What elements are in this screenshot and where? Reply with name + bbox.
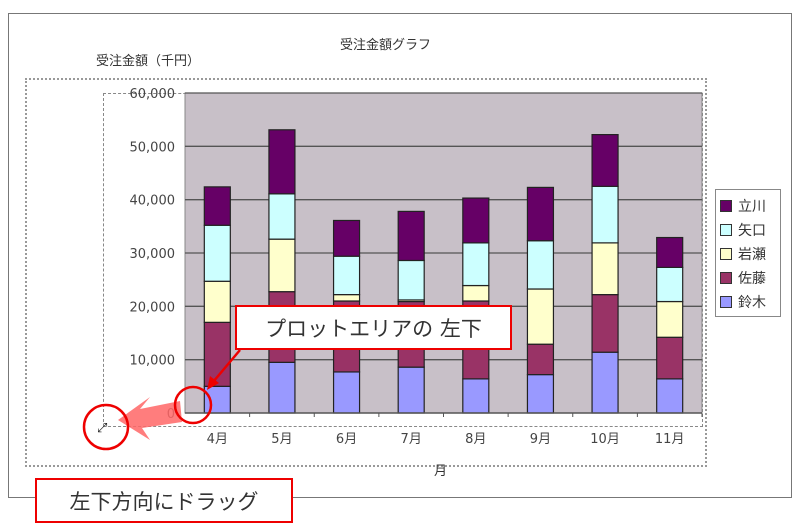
bar-segment-岩瀬 (656, 300, 684, 338)
chart-title: 受注金額グラフ (340, 38, 432, 53)
bar-segment-鈴木 (203, 385, 231, 414)
bar-segment-矢口 (203, 224, 231, 282)
bar-segment-岩瀬 (526, 288, 555, 345)
bar-segment-矢口 (332, 255, 361, 296)
bar-segment-岩瀬 (203, 280, 231, 323)
bar-segment-鈴木 (526, 374, 555, 414)
bar-segment-立川 (397, 210, 425, 262)
bar-segment-岩瀬 (591, 242, 619, 296)
y-tick-label: 30,000 (130, 247, 176, 262)
resize-handle-icon: ⤢ (97, 421, 107, 436)
x-tick-label: 11月 (655, 432, 685, 447)
legend-item: 立川 (720, 194, 776, 218)
bar-segment-立川 (268, 129, 296, 195)
y-tick-label: 10,000 (130, 354, 176, 369)
bar-segment-岩瀬 (268, 238, 296, 293)
bar-segment-鈴木 (332, 371, 361, 414)
bar-segment-矢口 (268, 193, 296, 240)
legend-swatch (720, 224, 732, 236)
x-tick-label: 6月 (336, 432, 357, 447)
legend-label: 岩瀬 (738, 247, 766, 263)
x-tick-label: 8月 (465, 432, 486, 447)
bar-segment-矢口 (526, 240, 555, 290)
bar-segment-立川 (203, 186, 231, 226)
resize-handle-highlight-circle (82, 403, 130, 451)
bar-segment-佐藤 (591, 294, 619, 353)
legend-item: 岩瀬 (720, 242, 776, 266)
legend-swatch (720, 200, 732, 212)
bar-segment-立川 (332, 219, 361, 257)
legend-swatch (720, 296, 732, 308)
legend-item: 鈴木 (720, 290, 776, 314)
bar-segment-岩瀬 (462, 284, 490, 302)
bar-segment-立川 (462, 197, 490, 244)
bar-segment-矢口 (591, 185, 619, 244)
bar-segment-佐藤 (526, 343, 555, 376)
bar-segment-矢口 (397, 259, 425, 301)
x-tick-label: 4月 (207, 432, 228, 447)
bar-segment-矢口 (656, 266, 684, 303)
legend-label: 佐藤 (738, 271, 766, 287)
plot-corner-highlight-circle (173, 385, 213, 425)
bar-segment-立川 (526, 186, 555, 242)
chart-area-border (8, 13, 792, 498)
y-tick-label: 20,000 (130, 300, 176, 315)
legend-label: 鈴木 (738, 295, 766, 311)
legend-swatch (720, 272, 732, 284)
bar-segment-佐藤 (656, 336, 684, 380)
drag-instruction-callout: 左下方向にドラッグ (35, 478, 293, 523)
bar-segment-立川 (656, 236, 684, 269)
legend-swatch (720, 248, 732, 260)
legend-item: 矢口 (720, 218, 776, 242)
legend-item: 佐藤 (720, 266, 776, 290)
callout-pointer-line (212, 349, 241, 383)
bar-segment-鈴木 (591, 351, 619, 414)
callout-pointer-arrowhead-icon (207, 376, 219, 390)
legend: 立川矢口岩瀬佐藤鈴木 (715, 189, 781, 317)
bar-segment-鈴木 (656, 378, 684, 414)
y-axis-title: 受注金額（千円） (96, 54, 201, 69)
legend-label: 矢口 (738, 223, 766, 239)
y-tick-label: 60,000 (130, 87, 176, 102)
x-tick-label: 7月 (401, 432, 422, 447)
x-tick-label: 10月 (590, 432, 620, 447)
legend-label: 立川 (738, 199, 766, 215)
bar-segment-鈴木 (268, 361, 296, 414)
chart-area-selection (25, 78, 707, 467)
bar-segment-鈴木 (397, 366, 425, 414)
y-tick-label: 50,000 (130, 140, 176, 155)
x-tick-label: 5月 (271, 432, 292, 447)
drag-arrow-icon (118, 397, 182, 440)
bar-segment-岩瀬 (332, 294, 361, 302)
bar-segment-立川 (591, 134, 619, 187)
x-axis-title: 月 (434, 464, 448, 479)
bar-segment-鈴木 (462, 378, 490, 414)
plot-corner-callout: プロットエリアの 左下 (235, 305, 512, 350)
bar-segment-矢口 (462, 242, 490, 287)
y-tick-label: 40,000 (130, 194, 176, 209)
x-tick-label: 9月 (530, 432, 551, 447)
